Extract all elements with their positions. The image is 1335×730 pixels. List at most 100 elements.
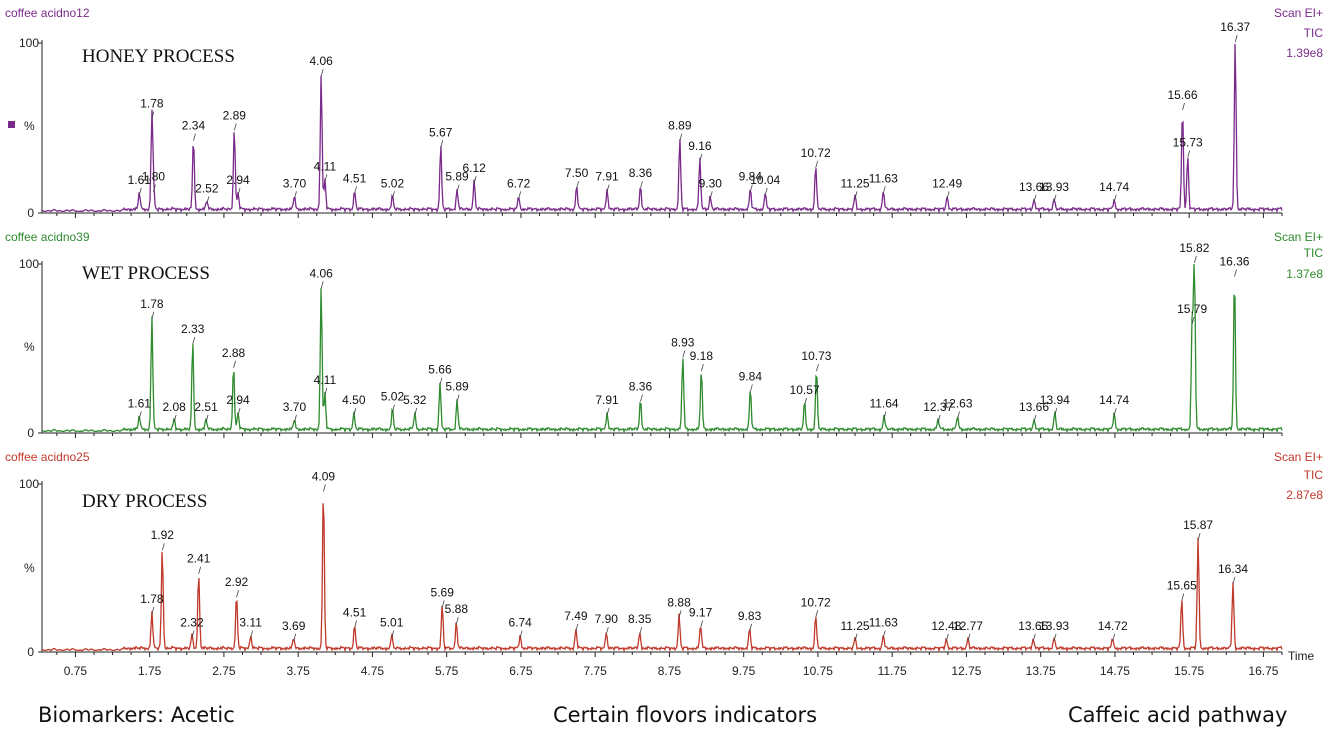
- peak-label: 4.06: [310, 266, 334, 280]
- x-tick-label: 1.75: [138, 664, 162, 678]
- peak-leader: [749, 184, 753, 192]
- x-tick-label: 13.75: [1026, 664, 1056, 678]
- peak-label: 2.52: [195, 182, 219, 196]
- peak-leader: [606, 184, 610, 192]
- peak-leader: [699, 153, 703, 162]
- x-axis-label: Time: [1288, 649, 1315, 663]
- tic-label: TIC: [1304, 26, 1324, 40]
- y-tick-label: 0: [27, 426, 34, 440]
- series-name: coffee acidno39: [5, 230, 90, 244]
- peak-label: 2.94: [226, 393, 250, 407]
- peak-leader: [456, 184, 460, 192]
- peak-label: 9.30: [699, 176, 723, 190]
- peak-label: 1.61: [128, 396, 152, 410]
- peak-leader: [640, 394, 643, 402]
- x-tick-label: 6.75: [509, 664, 533, 678]
- peak-leader: [1033, 194, 1037, 202]
- peak-label: 16.36: [1219, 255, 1249, 269]
- peak-leader: [883, 411, 887, 419]
- caption-caffeic-pathway: Caffeic acid pathway: [1068, 703, 1288, 727]
- x-tick-label: 4.75: [361, 664, 385, 678]
- peak-leader: [456, 394, 460, 402]
- peak-leader: [161, 543, 165, 551]
- peak-leader: [192, 337, 196, 345]
- peak-label: 1.78: [140, 592, 164, 606]
- peak-label: 10.73: [801, 349, 831, 363]
- peak-label: 4.11: [314, 159, 337, 173]
- x-tick-label: 12.75: [951, 664, 981, 678]
- series-name: coffee acidno25: [5, 450, 90, 464]
- tic-label: TIC: [1304, 468, 1324, 482]
- peak-leader: [237, 187, 241, 196]
- legend-square: [8, 121, 15, 128]
- peak-leader: [440, 140, 444, 148]
- peak-label: 13.93: [1039, 180, 1069, 194]
- x-tick-label: 11.75: [878, 664, 907, 678]
- peak-leader: [1053, 194, 1057, 202]
- peak-leader: [576, 181, 579, 189]
- peak-label: 10.57: [790, 383, 820, 397]
- peak-leader: [519, 630, 523, 638]
- peak-label: 9.84: [739, 369, 763, 383]
- peak-leader: [193, 133, 196, 141]
- peak-label: 4.51: [343, 605, 367, 619]
- peak-label: 5.32: [403, 393, 427, 407]
- peak-label: 15.79: [1177, 302, 1207, 316]
- x-tick-label: 9.75: [732, 664, 756, 678]
- peak-label: 5.88: [445, 602, 469, 616]
- x-tick-label: 10.75: [803, 664, 833, 678]
- panel-title: DRY PROCESS: [82, 491, 208, 512]
- peak-label: 9.83: [738, 609, 762, 623]
- scan-label: Scan EI+: [1274, 450, 1323, 464]
- peak-label: 4.06: [310, 54, 334, 68]
- peak-leader: [1193, 255, 1197, 264]
- peak-label: 4.50: [342, 393, 366, 407]
- peak-leader: [250, 630, 254, 638]
- peak-leader: [320, 68, 324, 77]
- peak-label: 8.35: [628, 612, 652, 626]
- peak-leader: [320, 281, 324, 289]
- peak-leader: [882, 186, 886, 194]
- x-tick-label: 8.75: [658, 664, 682, 678]
- peak-leader: [1232, 576, 1236, 584]
- peak-leader: [815, 160, 819, 168]
- peak-label: 1.78: [140, 97, 164, 111]
- peak-label: 2.89: [223, 108, 247, 122]
- peak-leader: [1182, 102, 1185, 111]
- peak-leader: [937, 414, 941, 422]
- peak-leader: [392, 404, 395, 412]
- peak-leader: [439, 377, 443, 385]
- y-tick-label: 100: [19, 477, 39, 491]
- caption-flavor-indicators: Certain flovors indicators: [553, 703, 818, 727]
- chromatogram-trace: [41, 503, 1283, 653]
- peak-leader: [816, 364, 819, 372]
- peak-leader: [1234, 269, 1237, 277]
- peak-label: 13.65: [1018, 619, 1048, 633]
- peak-leader: [1234, 34, 1238, 43]
- peak-leader: [640, 181, 643, 189]
- x-tick-label: 2.75: [212, 664, 236, 678]
- peak-label: 7.90: [595, 612, 619, 626]
- y-axis-label: %: [24, 119, 35, 133]
- x-tick-label: 15.75: [1174, 664, 1204, 678]
- peak-label: 15.73: [1173, 136, 1203, 150]
- peak-label: 7.91: [595, 170, 619, 184]
- peak-leader: [138, 187, 142, 196]
- peak-leader: [151, 111, 155, 119]
- peak-label: 5.02: [381, 390, 405, 404]
- peak-leader: [882, 630, 886, 638]
- peak-leader: [967, 633, 971, 642]
- peak-label: 14.74: [1099, 180, 1129, 194]
- peak-leader: [293, 633, 297, 642]
- peak-leader: [1181, 593, 1185, 601]
- peak-leader: [138, 411, 142, 419]
- peak-label: 14.74: [1099, 393, 1129, 407]
- peak-label: 2.33: [181, 322, 205, 336]
- peak-label: 16.34: [1218, 562, 1248, 576]
- peak-label: 2.88: [222, 346, 246, 360]
- peak-label: 5.02: [381, 176, 405, 190]
- peak-leader: [455, 617, 459, 625]
- scan-label: Scan EI+: [1274, 6, 1323, 20]
- peak-label: 5.89: [445, 170, 469, 184]
